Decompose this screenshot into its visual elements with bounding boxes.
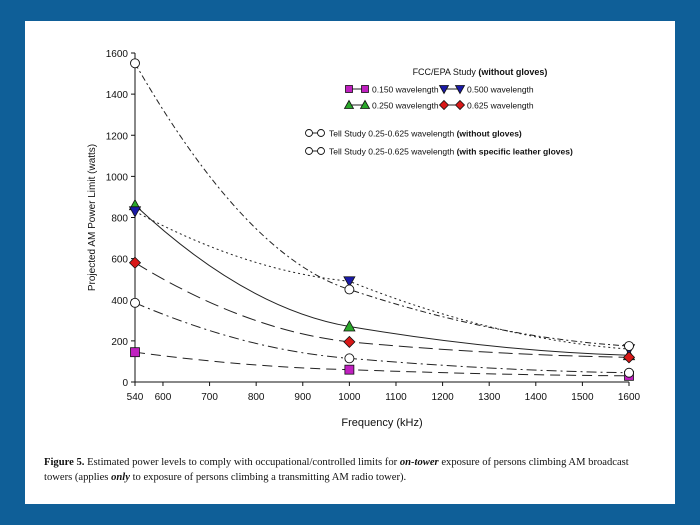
data-point-4-2 [624,367,634,378]
chart-axes: 0 200 400 600 800 1000 1200 1400 1600 540 600 700 80… [87,49,641,429]
legend-label-3: 0.625 wavelength [467,101,534,111]
data-point-3-0 [128,256,142,269]
caption-text-b: exposure of persons climbing AM broadcas… [44,457,629,483]
chart-markers [128,58,636,381]
legend-marker-a-3 [438,99,450,111]
x-tick-label-1600: 1600 [618,392,641,403]
legend-marker-a-1 [343,99,355,109]
figure-caption: Figure 5. Estimated power levels to comp… [44,455,659,485]
legend-label-0: 0.150 wavelength [372,85,439,95]
x-tick-label-900: 900 [294,392,311,403]
legend-tell-marker-a-1 [305,147,313,155]
legend-marker-a-2 [438,85,450,95]
y-tick-label-1200: 1200 [106,131,129,142]
legend-tell-marker-b-1 [317,147,325,155]
data-point-4-0 [130,297,140,308]
legend-marker-b-1 [359,99,371,109]
series-line-2 [134,210,630,350]
series-line-3 [134,262,630,358]
legend-marker-b-0 [361,85,369,93]
legend-marker-a-0 [345,85,353,93]
x-tick-label-1000: 1000 [338,392,361,403]
data-point-3-2 [622,351,636,364]
x-tick-label-1100: 1100 [385,392,407,403]
series-line-0 [134,351,630,377]
x-tick-label-1200: 1200 [431,392,454,403]
x-tick-label-1300: 1300 [478,392,501,403]
x-tick-label-700: 700 [201,392,218,403]
legend-tell-marker-a-0 [305,129,313,137]
caption-text-a: Estimated power levels to comply with oc… [84,457,400,468]
caption-label: Figure 5. [44,457,85,468]
data-point-0-0 [130,347,140,358]
series-line-1 [134,204,630,356]
caption-emphasis-only: only [111,472,130,483]
data-point-1-1 [343,320,356,332]
y-tick-label-600: 600 [111,255,128,266]
legend-tell-marker-b-0 [317,129,325,137]
data-point-5-2 [624,341,634,351]
y-tick-label-800: 800 [111,214,128,225]
legend-label-2: 0.500 wavelength [467,85,534,95]
y-tick-label-1000: 1000 [106,172,129,183]
x-tick-label-540: 540 [127,392,144,403]
caption-emphasis-on-tower: on-tower [399,457,439,468]
data-point-2-0 [128,206,142,218]
y-axis-label: Projected AM Power Limit (watts) [87,144,98,291]
data-point-0-1 [344,364,355,375]
legend-title: FCC/EPA Study (without gloves) [413,67,548,77]
y-tick-label-0: 0 [122,378,128,389]
series-line-4 [134,302,630,374]
data-point-3-1 [343,335,356,348]
x-axis-label: Frequency (kHz) [341,417,422,429]
data-point-5-0 [130,58,140,69]
legend-label-1: 0.250 wavelength [372,101,439,111]
data-point-4-1 [344,353,355,364]
x-tick-label-1500: 1500 [571,392,594,403]
legend-tell-label-0: Tell Study 0.25-0.625 wavelength (withou… [329,129,522,139]
caption-text-c: to exposure of persons climbing a transm… [129,472,407,483]
y-tick-label-1400: 1400 [106,90,129,101]
data-point-5-1 [344,284,355,295]
y-tick-label-200: 200 [111,337,128,348]
slide-panel: 0 200 400 600 800 1000 1200 1400 1600 540 600 700 80… [25,21,675,504]
x-tick-label-800: 800 [248,392,265,403]
legend-tell-label-1: Tell Study 0.25-0.625 wavelength (with s… [329,147,573,157]
y-tick-label-400: 400 [111,296,128,307]
data-point-2-1 [343,276,356,288]
y-tick-label-1600: 1600 [106,49,129,60]
x-tick-label-1400: 1400 [525,392,548,403]
legend-marker-b-2 [454,85,466,95]
legend-marker-b-3 [454,99,466,111]
chart-legend: FCC/EPA Study (without gloves) 0.150 wave… [305,67,573,157]
x-tick-label-600: 600 [155,392,172,403]
power-limit-chart: 0 200 400 600 800 1000 1200 1400 1600 540 600 700 80… [87,49,641,429]
